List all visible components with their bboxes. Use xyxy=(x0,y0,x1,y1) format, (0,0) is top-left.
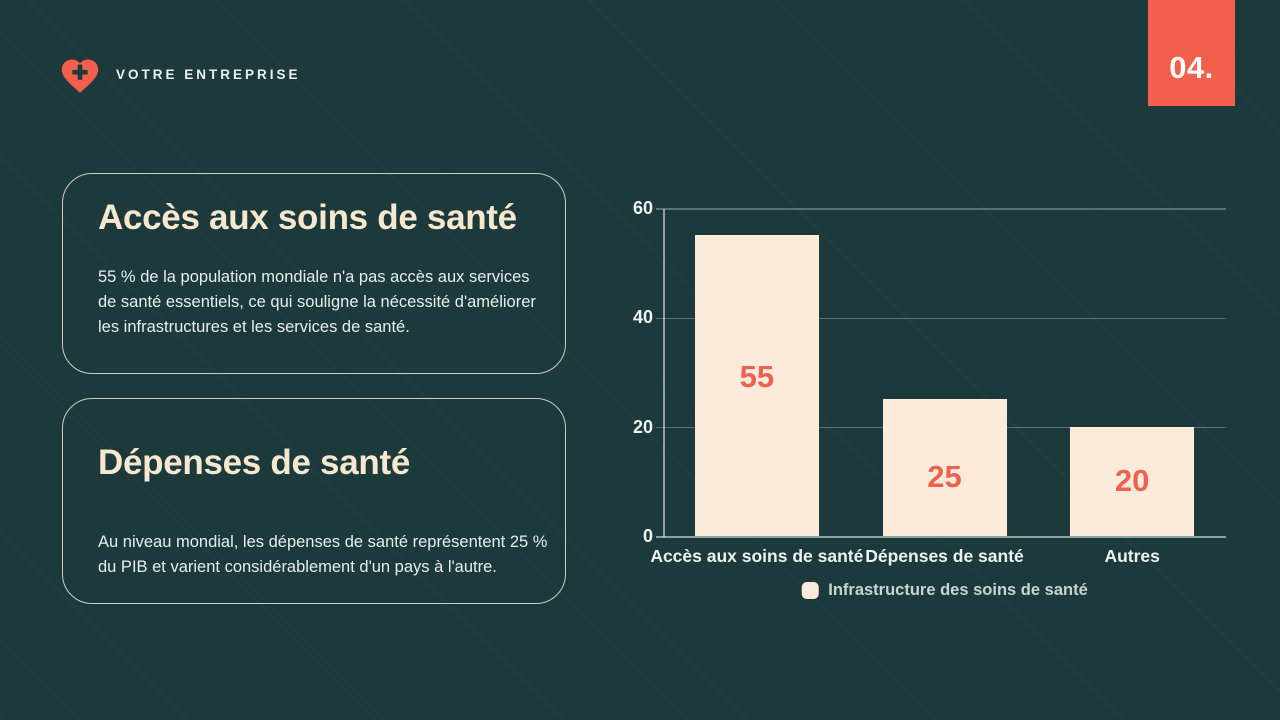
bar-0: 55 xyxy=(694,235,819,536)
page-number-badge: 04. xyxy=(1148,0,1235,106)
card-body: Au niveau mondial, les dépenses de santé… xyxy=(98,533,548,576)
legend-label: Infrastructure des soins de santé xyxy=(828,581,1088,599)
card-title: Accès aux soins de santé xyxy=(98,198,517,237)
x-axis-line xyxy=(656,536,1226,538)
bar-value-label: 25 xyxy=(927,459,962,495)
bar-value-label: 20 xyxy=(1114,463,1150,499)
bar-2: 20 xyxy=(1070,426,1195,536)
card-title: Dépenses de santé xyxy=(98,443,410,482)
y-tick-label-0: 0 xyxy=(642,526,653,546)
heart-with-cross-icon xyxy=(58,54,102,94)
card-body: 55 % de la population mondiale n'a pas a… xyxy=(98,268,536,336)
y-tick-label-40: 40 xyxy=(632,307,653,328)
x-axis-label: Autres xyxy=(1104,546,1160,566)
card-acces-aux-soins: Accès aux soins de santé 55 % de la popu… xyxy=(62,173,566,374)
x-axis-label: Dépenses de santé xyxy=(865,546,1024,566)
y-tick-label-20: 20 xyxy=(632,416,653,437)
page-number: 04. xyxy=(1169,50,1214,85)
brand-name: VOTRE ENTREPRISE xyxy=(116,66,301,82)
bar-1: 25 xyxy=(882,399,1007,536)
brand-logo-group: VOTRE ENTREPRISE xyxy=(58,54,301,94)
x-axis-label: Accès aux soins de santé xyxy=(650,546,864,566)
chart-legend: Infrastructure des soins de santé xyxy=(801,581,1088,600)
gridline-40 xyxy=(656,317,1226,320)
y-axis-line xyxy=(663,209,665,537)
card-depenses-de-sante: Dépenses de santé Au niveau mondial, les… xyxy=(62,398,566,604)
gridline-60 xyxy=(656,208,1226,210)
legend-swatch-icon xyxy=(801,582,819,599)
bar-chart: Infrastructure des soins de santé 0 20 40 6… xyxy=(633,198,1226,599)
y-tick-label-60: 60 xyxy=(632,198,653,218)
bar-value-label: 55 xyxy=(739,358,775,394)
